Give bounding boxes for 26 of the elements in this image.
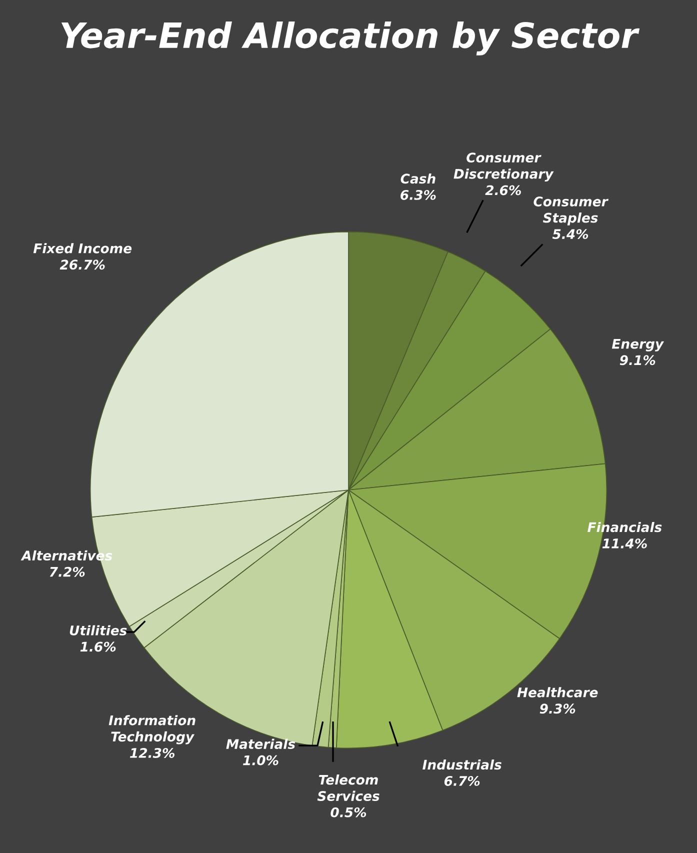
data-label: 2.6% bbox=[485, 185, 521, 196]
data-label: 6.3% bbox=[400, 190, 436, 200]
slice-label: Telecom Services bbox=[317, 774, 380, 802]
data-label: 7.2% bbox=[50, 566, 85, 577]
data-label: 5.4% bbox=[552, 229, 588, 240]
slice-label: Healthcare bbox=[517, 687, 598, 698]
data-label: 0.5% bbox=[330, 807, 366, 818]
data-label: 1.6% bbox=[80, 642, 116, 652]
slice-label: Materials bbox=[226, 738, 296, 749]
slice-label: Fixed Income bbox=[33, 243, 132, 254]
data-label: 11.4% bbox=[602, 538, 647, 548]
slice-label: Cash bbox=[400, 173, 436, 184]
slice-label: Energy bbox=[612, 338, 664, 352]
data-label: 6.7% bbox=[444, 776, 480, 786]
data-label: 9.1% bbox=[620, 355, 656, 366]
slice-label: Consumer Staples bbox=[534, 196, 608, 226]
data-label: 1.0% bbox=[243, 755, 278, 766]
slice-label: Utilities bbox=[70, 625, 127, 636]
chart-title: Year-End Allocation by Sector bbox=[61, 21, 640, 56]
slice-label: Information Technology bbox=[108, 715, 196, 744]
data-label: 9.3% bbox=[540, 704, 576, 714]
data-label: 26.7% bbox=[60, 260, 105, 270]
slice-label: Financials bbox=[588, 522, 662, 532]
data-label: 12.3% bbox=[130, 748, 174, 758]
slice-label: Consumer Discretionary bbox=[454, 152, 554, 182]
slice-label: Industrials bbox=[422, 759, 502, 770]
